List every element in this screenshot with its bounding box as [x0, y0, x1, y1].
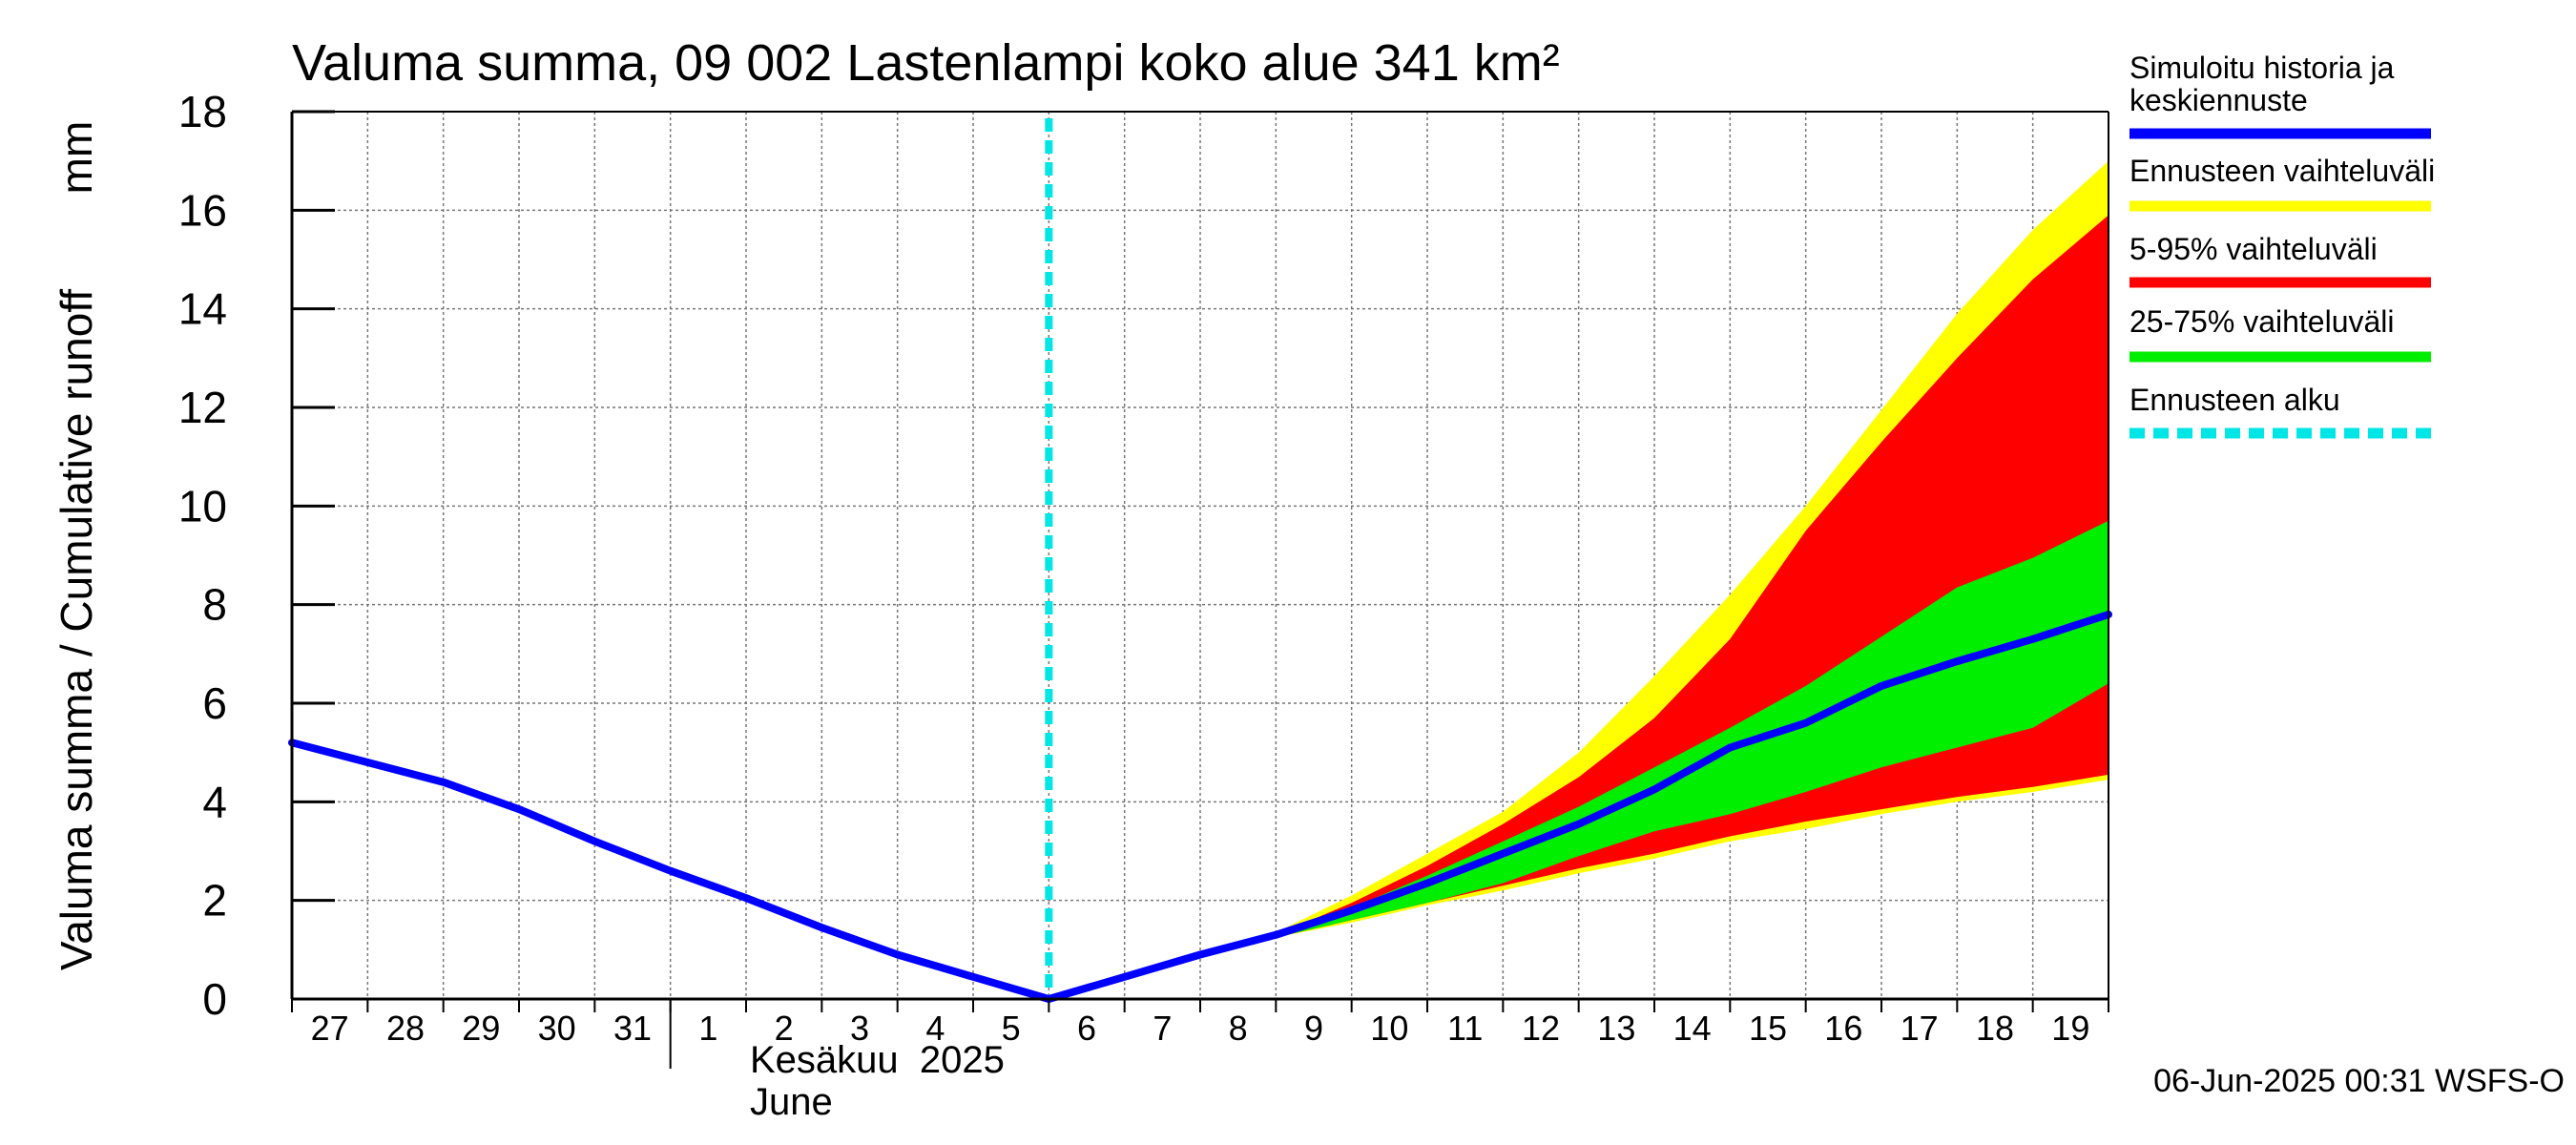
- x-tick-label: 3: [850, 1009, 869, 1048]
- x-tick-label: 10: [1370, 1009, 1408, 1048]
- x-tick-label: 17: [1901, 1009, 1939, 1048]
- x-tick-label: 19: [2051, 1009, 2089, 1048]
- series-line-median: [288, 611, 2112, 1003]
- x-tick-label: 12: [1522, 1009, 1560, 1048]
- x-tick-label: 31: [613, 1009, 652, 1048]
- month-label-en: June: [750, 1081, 833, 1123]
- legend-item: 25-75% vaihteluväli: [2129, 304, 2431, 363]
- y-tick-label: 10: [178, 481, 227, 531]
- x-tick-label: 5: [1002, 1009, 1021, 1048]
- x-tick-label: 28: [386, 1009, 425, 1048]
- x-tick-label: 4: [925, 1009, 945, 1048]
- legend-label: 25-75% vaihteluväli: [2129, 304, 2395, 339]
- month-label-fi: Kesäkuu 2025: [750, 1039, 1005, 1081]
- y-tick-label: 6: [202, 678, 227, 728]
- legend-item: Ennusteen vaihteluväli: [2129, 154, 2435, 212]
- y-tick-label: 14: [178, 284, 227, 334]
- legend-item: 5-95% vaihteluväli: [2129, 232, 2431, 288]
- forecast-bands: [1200, 160, 2109, 955]
- x-tick-label: 27: [311, 1009, 349, 1048]
- series-lines: [288, 118, 2112, 1003]
- y-ticks: 0 2 4 6 8 10 12 14 16 18: [178, 87, 335, 1024]
- band-25-75-vaihteluv-li: [1200, 520, 2109, 955]
- y-tick-label: 2: [202, 876, 227, 926]
- x-tick-label: 9: [1304, 1009, 1323, 1048]
- x-tick-label: 15: [1749, 1009, 1787, 1048]
- y-axis-label: Valuma summa / Cumulative runoff: [52, 289, 101, 970]
- legend-item: Simuloitu historia ja keskiennuste: [2129, 51, 2431, 139]
- y-tick-label: 18: [178, 87, 227, 136]
- x-tick-label: 6: [1077, 1009, 1096, 1048]
- band-5-95-vaihteluv-li: [1200, 215, 2109, 955]
- x-tick-label: 1: [698, 1009, 717, 1048]
- x-tick-label: 16: [1824, 1009, 1862, 1048]
- legend-label: Ennusteen vaihteluväli: [2129, 154, 2435, 188]
- timestamp-footer: 06-Jun-2025 00:31 WSFS-O: [2153, 1063, 2565, 1099]
- x-tick-label: 8: [1229, 1009, 1248, 1048]
- legend-item: Ennusteen alku: [2129, 383, 2431, 439]
- x-tick-label: 11: [1447, 1009, 1483, 1048]
- x-tick-label: 13: [1597, 1009, 1635, 1048]
- chart-title: Valuma summa, 09 002 Lastenlampi koko al…: [292, 34, 1560, 92]
- y-tick-label: 4: [202, 777, 227, 826]
- legend-label: Simuloitu historia ja keskiennuste: [2129, 51, 2395, 117]
- x-tick-label: 29: [462, 1009, 500, 1048]
- x-tick-label: 18: [1976, 1009, 2014, 1048]
- y-tick-label: 0: [202, 974, 227, 1024]
- y-tick-label: 8: [202, 580, 227, 630]
- x-ticks: 27 28 29 30 31 1 2 3 4 5 6 7 8 9 10 11 12 13 14 15 16 17 18 19: [291, 999, 2109, 1069]
- x-tick-label: 7: [1153, 1009, 1172, 1048]
- x-tick-label: 30: [538, 1009, 576, 1048]
- legend-label: Ennusteen alku: [2129, 383, 2340, 417]
- x-tick-label: 14: [1673, 1009, 1712, 1048]
- legend: Simuloitu historia ja keskiennuste Ennuste…: [2129, 51, 2435, 439]
- y-axis-unit: mm: [52, 121, 101, 195]
- legend-label: 5-95% vaihteluväli: [2129, 232, 2378, 266]
- y-tick-label: 12: [178, 383, 227, 432]
- y-tick-label: 16: [178, 185, 227, 235]
- x-tick-label: 2: [775, 1009, 794, 1048]
